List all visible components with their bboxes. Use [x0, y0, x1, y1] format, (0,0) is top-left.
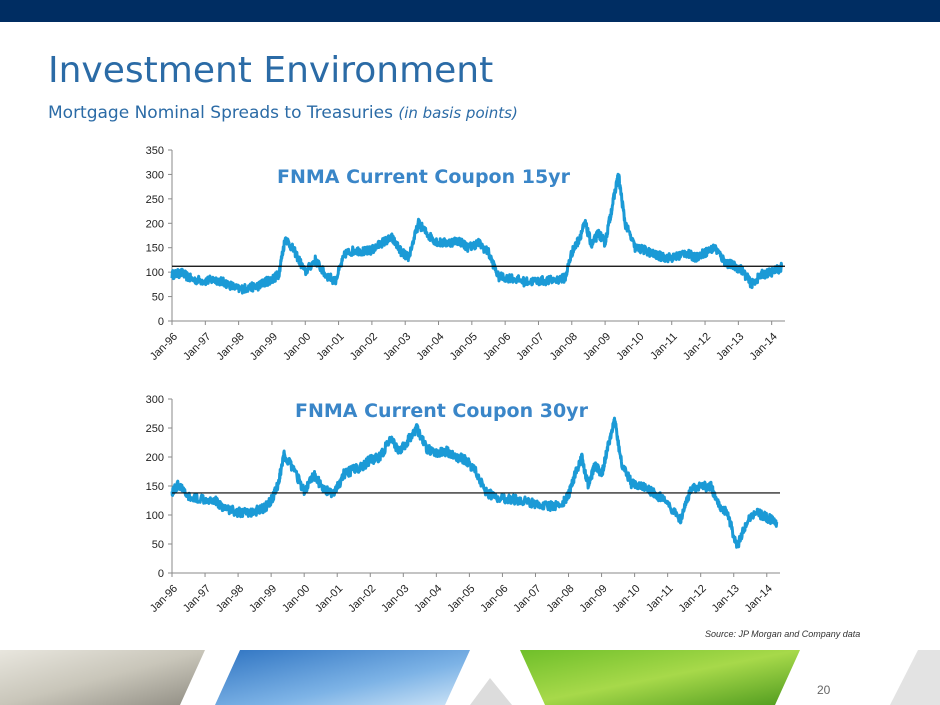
chart-title: FNMA Current Coupon 30yr	[295, 400, 589, 422]
page-subtitle: Mortgage Nominal Spreads to Treasuries (…	[48, 103, 518, 123]
x-tick-label: Jan-10	[614, 331, 646, 363]
x-tick-label: Jan-99	[247, 583, 279, 615]
top-banner	[0, 0, 940, 22]
x-tick-label: Jan-06	[478, 583, 510, 615]
x-tick-label: Jan-04	[414, 331, 446, 363]
x-tick-label: Jan-14	[743, 583, 775, 615]
subtitle-text: Mortgage Nominal Spreads to Treasuries	[48, 103, 393, 123]
x-tick-label: Jan-11	[644, 583, 676, 615]
x-tick-label: Jan-07	[511, 583, 543, 615]
x-tick-label: Jan-12	[677, 583, 709, 615]
x-tick-label: Jan-03	[379, 583, 411, 615]
x-tick-label: Jan-02	[346, 583, 378, 615]
x-tick-label: Jan-06	[481, 331, 513, 363]
y-tick-label: 0	[158, 568, 164, 580]
x-tick-label: Jan-11	[648, 331, 680, 363]
y-tick-label: 100	[146, 510, 164, 522]
x-tick-label: Jan-04	[412, 583, 444, 615]
x-tick-label: Jan-09	[581, 331, 613, 363]
x-tick-label: Jan-08	[544, 583, 576, 615]
x-tick-label: Jan-99	[248, 331, 280, 363]
x-tick-label: Jan-97	[181, 583, 213, 615]
rope-photo	[0, 650, 205, 705]
source-note: Source: JP Morgan and Company data	[705, 629, 861, 639]
x-tick-label: Jan-09	[577, 583, 609, 615]
y-tick-label: 250	[146, 423, 164, 435]
x-tick-label: Jan-00	[280, 583, 312, 615]
x-tick-label: Jan-96	[148, 331, 180, 363]
gray-triangle	[470, 678, 512, 705]
x-tick-label: Jan-01	[313, 583, 345, 615]
y-tick-label: 300	[146, 394, 164, 406]
y-tick-label: 100	[146, 267, 164, 279]
x-tick-label: Jan-98	[214, 583, 246, 615]
y-tick-label: 50	[152, 539, 164, 551]
y-tick-label: 250	[146, 194, 164, 206]
x-tick-label: Jan-13	[714, 331, 746, 363]
y-tick-label: 200	[146, 452, 164, 464]
x-tick-label: Jan-01	[314, 331, 346, 363]
y-tick-label: 350	[146, 145, 164, 157]
x-tick-label: Jan-96	[148, 583, 180, 615]
series-line	[170, 416, 779, 549]
subtitle-note: (in basis points)	[398, 104, 518, 122]
y-tick-label: 150	[146, 481, 164, 493]
page-title: Investment Environment	[48, 50, 494, 91]
sky-photo	[215, 650, 470, 705]
footer-image-strip	[0, 650, 940, 705]
x-tick-label: Jan-05	[448, 331, 480, 363]
y-tick-label: 150	[146, 243, 164, 255]
leaf-photo	[520, 650, 800, 705]
y-tick-label: 0	[158, 316, 164, 328]
x-tick-label: Jan-13	[710, 583, 742, 615]
y-tick-label: 200	[146, 218, 164, 230]
series-line	[170, 172, 784, 295]
x-tick-label: Jan-00	[281, 331, 313, 363]
x-tick-label: Jan-02	[348, 331, 380, 363]
x-tick-label: Jan-03	[381, 331, 413, 363]
y-tick-label: 300	[146, 169, 164, 181]
y-tick-label: 50	[152, 292, 164, 304]
x-tick-label: Jan-07	[514, 331, 546, 363]
page-number: 20	[817, 683, 831, 697]
x-tick-label: Jan-05	[445, 583, 477, 615]
x-tick-label: Jan-08	[548, 331, 580, 363]
x-tick-label: Jan-97	[181, 331, 213, 363]
gray-corner	[890, 650, 940, 705]
x-tick-label: Jan-14	[748, 331, 780, 363]
x-tick-label: Jan-12	[681, 331, 713, 363]
x-tick-label: Jan-10	[610, 583, 642, 615]
x-tick-label: Jan-98	[214, 331, 246, 363]
chart-title: FNMA Current Coupon 15yr	[277, 166, 571, 188]
